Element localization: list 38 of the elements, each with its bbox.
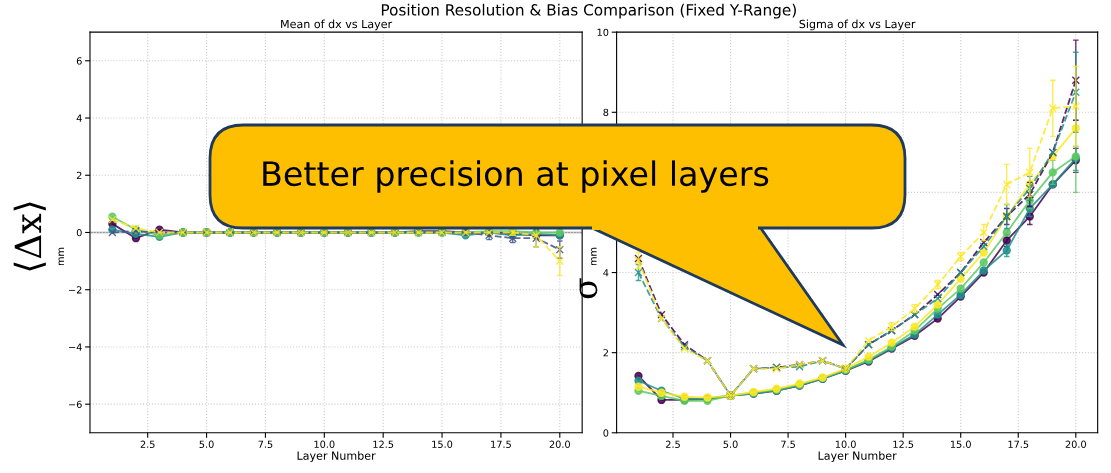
y-tick-label: 4	[603, 269, 609, 277]
y-tick-label: 4	[76, 114, 82, 122]
x-tick-label: 5.0	[199, 440, 214, 448]
y-tick-label: −4	[69, 343, 82, 351]
y-tick-label: −2	[69, 286, 82, 294]
y-tick-label: 0	[76, 228, 82, 237]
y-tick-label: 2	[603, 349, 608, 357]
x-tick-label: 10.0	[835, 440, 856, 448]
text: Position Resolution & Bias Comparison (Fixed Y-Range)	[381, 3, 796, 19]
y-tick-label: 10	[597, 28, 609, 36]
x-tick-label: 20.0	[549, 440, 570, 448]
x-tick-label: 12.5	[893, 440, 914, 448]
annotation: σ	[579, 278, 598, 299]
x-tick-label: 20.0	[1065, 440, 1086, 448]
y-tick-label: −6	[69, 400, 82, 409]
y-tick-label: 8	[603, 108, 609, 117]
x-tick-label: 15.0	[432, 440, 453, 448]
x-tick-label: 15.0	[950, 440, 971, 448]
y-tick-label: 2	[76, 171, 82, 179]
chart-title: Mean of dx vs Layer	[281, 19, 393, 31]
x-tick-label: 5.0	[723, 440, 738, 448]
text: ⟨Δx⟩	[13, 202, 46, 271]
y-tick-label: 0	[603, 429, 609, 437]
x-tick-label: 10.0	[314, 440, 335, 448]
chart-title: Sigma of dx vs Layer	[799, 19, 916, 31]
x-tick-label: 7.5	[258, 440, 273, 448]
x-axis-title: Layer Number	[297, 451, 376, 462]
annotation: Better precision at pixel layers	[263, 160, 769, 193]
x-tick-label: 2.5	[140, 440, 155, 448]
y-tick-label: 6	[76, 57, 82, 65]
x-axis-title: Layer Number	[818, 451, 897, 462]
y-axis-title: mm	[591, 247, 597, 266]
x-tick-label: 7.5	[781, 440, 795, 448]
x-tick-label: 2.5	[665, 440, 680, 448]
x-tick-label: 12.5	[373, 440, 394, 448]
x-tick-label: 17.5	[491, 440, 511, 448]
x-tick-label: 17.5	[1008, 440, 1029, 448]
y-axis-title: mm	[58, 247, 64, 266]
